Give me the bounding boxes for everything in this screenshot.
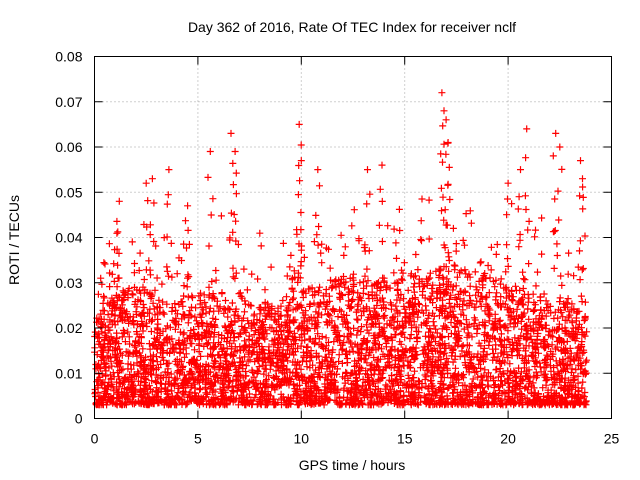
y-tick-label: 0.01 (55, 365, 82, 381)
x-tick-label: 10 (294, 431, 310, 447)
x-tick-label: 0 (91, 431, 99, 447)
grid-lines (94, 56, 612, 419)
y-tick-label: 0.07 (55, 94, 82, 110)
roti-point-markers (91, 89, 591, 409)
x-tick-labels: 0 5 10 15 20 25 (91, 431, 620, 447)
y-tick-label: 0.06 (55, 139, 82, 155)
y-axis-label: ROTI / TECUs (6, 195, 22, 285)
x-axis-label: GPS time / hours (299, 457, 406, 473)
data-points (91, 89, 591, 409)
x-tick-label: 15 (397, 431, 413, 447)
y-tick-label: 0 (75, 411, 83, 427)
x-tick-label: 20 (500, 431, 516, 447)
y-tick-labels: 0 0.01 0.02 0.03 0.04 0.05 0.06 0.07 0.08 (55, 49, 82, 427)
axis-ticks (94, 56, 612, 419)
y-tick-label: 0.04 (55, 230, 82, 246)
y-tick-label: 0.08 (55, 49, 82, 65)
x-tick-label: 25 (604, 431, 620, 447)
x-tick-label: 5 (194, 431, 202, 447)
y-tick-label: 0.03 (55, 275, 82, 291)
y-tick-label: 0.05 (55, 184, 82, 200)
y-tick-label: 0.02 (55, 320, 82, 336)
chart-title: Day 362 of 2016, Rate Of TEC Index for r… (188, 19, 516, 35)
